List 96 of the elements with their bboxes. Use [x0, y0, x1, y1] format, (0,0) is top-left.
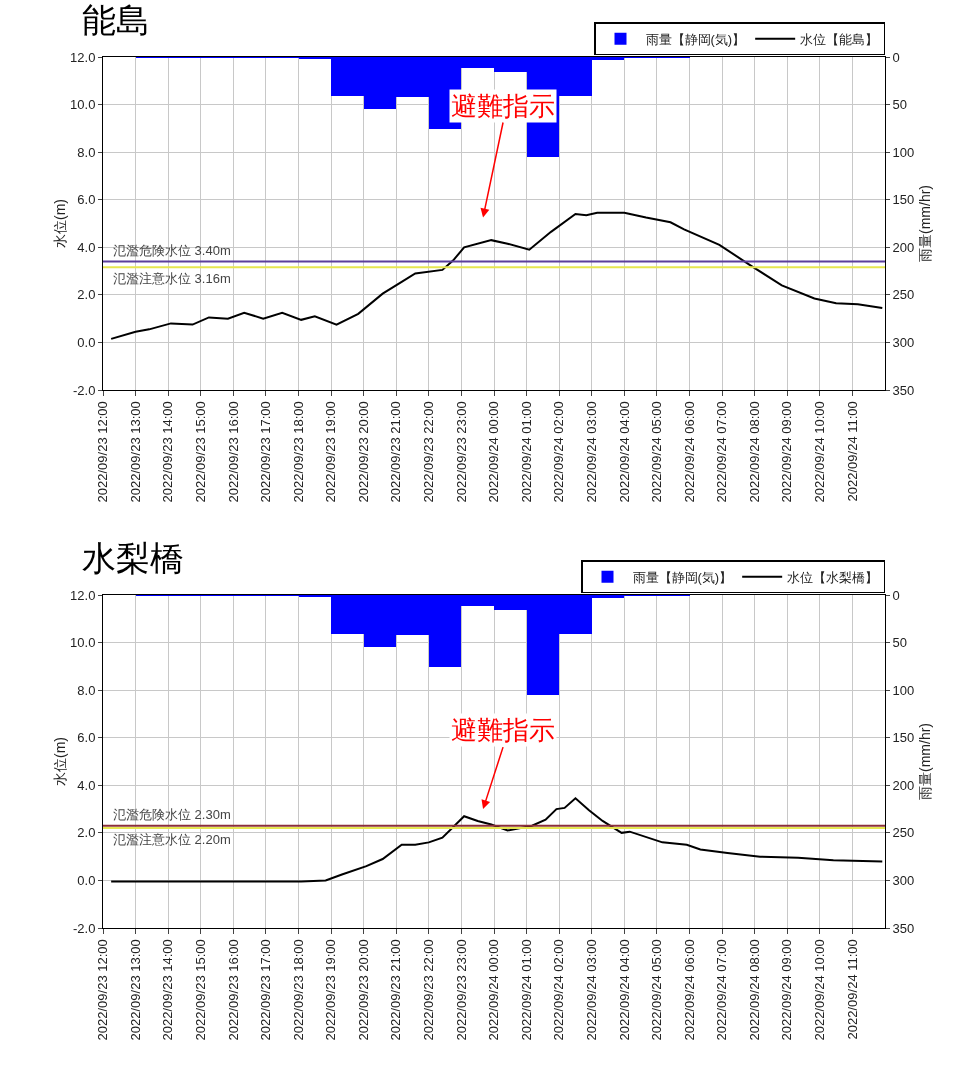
- y2-tick-label: 0: [892, 587, 900, 603]
- y2-tick-label: 50: [892, 635, 908, 651]
- y2-tick-label: 150: [892, 730, 915, 746]
- x-tick-label: 2022/09/23 16:00: [225, 939, 241, 1041]
- x-tick-label: 2022/09/24 02:00: [551, 939, 567, 1041]
- x-tick-label: 2022/09/23 15:00: [192, 401, 208, 503]
- y2-tick-label: 350: [892, 920, 915, 936]
- y-tick-label: -2.0: [72, 382, 96, 398]
- legend-label: 雨量【静岡(気)】: [632, 569, 733, 585]
- x-tick-label: 2022/09/24 05:00: [649, 939, 665, 1041]
- y-tick-label: 8.0: [77, 144, 96, 160]
- y-tick-label: 2.0: [77, 825, 96, 841]
- y2-tick-label: 350: [892, 382, 915, 398]
- x-tick-label: 2022/09/23 13:00: [127, 401, 143, 503]
- x-tick-label: 2022/09/23 23:00: [453, 939, 469, 1041]
- chart-title: 水梨橋: [81, 538, 184, 577]
- x-tick-label: 2022/09/23 12:00: [95, 939, 111, 1041]
- x-tick-label: 2022/09/23 23:00: [453, 401, 469, 503]
- y-tick-label: 6.0: [77, 730, 96, 746]
- x-tick-label: 2022/09/23 12:00: [95, 401, 111, 503]
- x-tick-label: 2022/09/24 08:00: [746, 939, 762, 1041]
- y2-tick-label: 250: [892, 287, 915, 303]
- ref-line-label: 氾濫危険水位 2.30m: [113, 807, 231, 822]
- x-tick-label: 2022/09/24 06:00: [681, 401, 697, 503]
- x-tick-label: 2022/09/23 22:00: [421, 401, 437, 503]
- x-tick-label: 2022/09/23 13:00: [127, 939, 143, 1041]
- x-tick-label: 2022/09/24 00:00: [486, 401, 502, 503]
- y2-tick-label: 0: [892, 49, 900, 65]
- x-tick-label: 2022/09/23 18:00: [290, 401, 306, 503]
- y-axis-title: 水位(m): [52, 737, 68, 786]
- y-tick-label: 2.0: [77, 287, 96, 303]
- x-tick-label: 2022/09/23 19:00: [323, 401, 339, 503]
- y-tick-label: 12.0: [70, 49, 96, 65]
- legend-label: 水位【能島】: [800, 31, 879, 47]
- x-tick-label: 2022/09/23 14:00: [160, 401, 176, 503]
- x-tick-label: 2022/09/23 17:00: [258, 401, 274, 503]
- x-tick-label: 2022/09/24 00:00: [486, 939, 502, 1041]
- y2-tick-label: 100: [892, 144, 915, 160]
- y-tick-label: 8.0: [77, 682, 96, 698]
- x-tick-label: 2022/09/24 10:00: [812, 401, 828, 503]
- x-tick-label: 2022/09/24 03:00: [583, 401, 599, 503]
- x-tick-label: 2022/09/23 22:00: [421, 939, 437, 1041]
- x-tick-label: 2022/09/24 09:00: [779, 939, 795, 1041]
- x-tick-label: 2022/09/23 15:00: [192, 939, 208, 1041]
- x-tick-label: 2022/09/23 19:00: [323, 939, 339, 1041]
- y-tick-label: 4.0: [77, 777, 96, 793]
- y-tick-label: 4.0: [77, 239, 96, 255]
- chart-title: 能島: [81, 0, 150, 39]
- ref-line-label: 氾濫危険水位 3.40m: [113, 243, 231, 258]
- x-tick-label: 2022/09/24 03:00: [583, 939, 599, 1041]
- y2-axis-title: 雨量(mm/hr): [917, 185, 933, 262]
- x-tick-label: 2022/09/24 05:00: [649, 401, 665, 503]
- x-tick-label: 2022/09/24 01:00: [518, 939, 534, 1041]
- x-tick-label: 2022/09/24 04:00: [616, 939, 632, 1041]
- y-tick-label: 12.0: [70, 587, 96, 603]
- x-tick-label: 2022/09/23 16:00: [225, 401, 241, 503]
- x-tick-label: 2022/09/24 09:00: [779, 401, 795, 503]
- x-tick-label: 2022/09/24 04:00: [616, 401, 632, 503]
- ref-line-label: 氾濫注意水位 2.20m: [113, 832, 231, 847]
- y-tick-label: 10.0: [70, 97, 96, 113]
- y2-tick-label: 300: [892, 334, 915, 350]
- x-tick-label: 2022/09/24 07:00: [714, 401, 730, 503]
- x-tick-label: 2022/09/23 21:00: [388, 939, 404, 1041]
- x-tick-label: 2022/09/23 21:00: [388, 401, 404, 503]
- x-tick-label: 2022/09/24 11:00: [844, 939, 860, 1040]
- y2-tick-label: 200: [892, 239, 915, 255]
- y-tick-label: -2.0: [72, 920, 96, 936]
- y2-tick-label: 100: [892, 682, 915, 698]
- ref-line-label: 氾濫注意水位 3.16m: [113, 271, 231, 286]
- x-tick-label: 2022/09/23 18:00: [290, 939, 306, 1041]
- y2-tick-label: 200: [892, 777, 915, 793]
- x-tick-label: 2022/09/24 01:00: [518, 401, 534, 503]
- y-tick-label: 0.0: [77, 872, 96, 888]
- x-tick-label: 2022/09/23 14:00: [160, 939, 176, 1041]
- x-tick-label: 2022/09/24 06:00: [681, 939, 697, 1041]
- y-tick-label: 10.0: [70, 635, 96, 651]
- x-tick-label: 2022/09/23 20:00: [355, 401, 371, 503]
- y-tick-label: 6.0: [77, 192, 96, 208]
- y2-tick-label: 50: [892, 97, 908, 113]
- y-tick-label: 0.0: [77, 334, 96, 350]
- y-axis-title: 水位(m): [52, 199, 68, 248]
- y2-tick-label: 150: [892, 192, 915, 208]
- x-tick-label: 2022/09/24 08:00: [746, 401, 762, 503]
- x-tick-label: 2022/09/24 02:00: [551, 401, 567, 503]
- annotation: 避難指示: [451, 715, 555, 745]
- y2-axis-title: 雨量(mm/hr): [917, 723, 933, 800]
- legend-label: 雨量【静岡(気)】: [645, 31, 746, 47]
- y2-tick-label: 300: [892, 872, 915, 888]
- x-tick-label: 2022/09/24 07:00: [714, 939, 730, 1041]
- y2-tick-label: 250: [892, 825, 915, 841]
- x-tick-label: 2022/09/23 20:00: [355, 939, 371, 1041]
- x-tick-label: 2022/09/24 11:00: [844, 401, 860, 502]
- annotation: 避難指示: [451, 91, 555, 121]
- x-tick-label: 2022/09/24 10:00: [812, 939, 828, 1041]
- x-tick-label: 2022/09/23 17:00: [258, 939, 274, 1041]
- legend-label: 水位【水梨橋】: [787, 569, 879, 585]
